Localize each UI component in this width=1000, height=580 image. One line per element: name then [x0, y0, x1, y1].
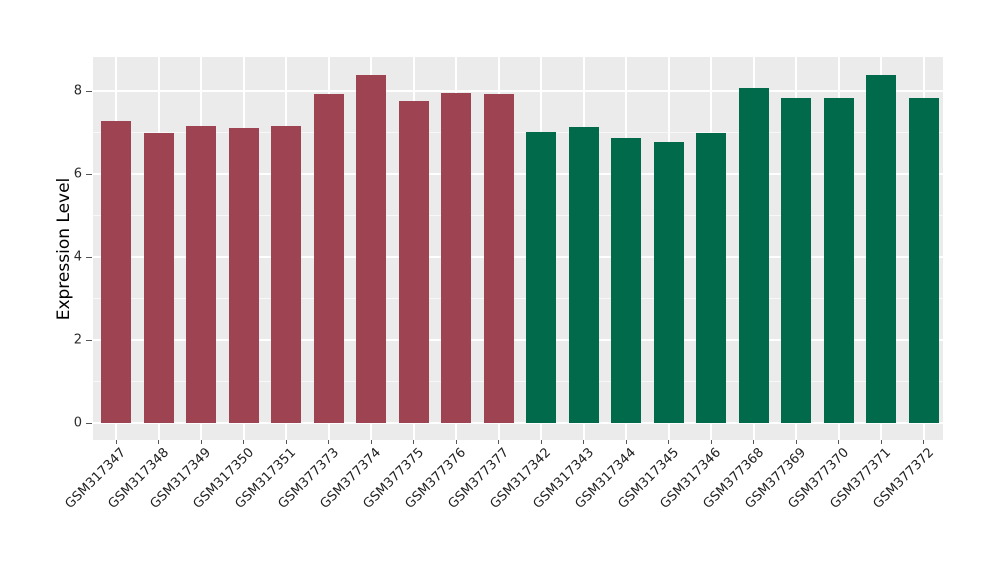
bar-GSM317342: [526, 131, 557, 423]
bar-GSM377370: [823, 98, 854, 423]
gridline-minor: [93, 380, 943, 382]
y-tick-mark: [86, 90, 92, 92]
gridline-minor: [93, 214, 943, 216]
x-tick-mark: [413, 440, 415, 444]
x-tick-mark: [498, 440, 500, 444]
bar-GSM317346: [696, 132, 727, 423]
y-tick-mark: [86, 256, 92, 258]
gridline-major: [93, 255, 943, 258]
bar-GSM377373: [313, 93, 344, 423]
x-tick-mark: [285, 440, 287, 444]
x-tick-mark: [583, 440, 585, 444]
x-tick-mark: [668, 440, 670, 444]
bar-GSM377377: [483, 93, 514, 423]
x-tick-mark: [838, 440, 840, 444]
x-tick-mark: [370, 440, 372, 444]
x-tick-mark: [923, 440, 925, 444]
y-tick-mark: [86, 173, 92, 175]
bar-GSM317344: [611, 138, 642, 423]
y-tick-mark: [86, 422, 92, 424]
x-tick-mark: [540, 440, 542, 444]
bar-GSM377371: [866, 75, 897, 423]
bar-GSM377369: [781, 98, 812, 423]
gridline-minor: [93, 297, 943, 299]
x-tick-mark: [795, 440, 797, 444]
bar-GSM377368: [738, 88, 769, 423]
bar-GSM377372: [908, 98, 939, 423]
y-axis-title: Expression Level: [54, 177, 74, 321]
y-tick-label: 4: [73, 249, 82, 265]
bar-GSM317345: [653, 142, 684, 423]
y-tick-label: 8: [73, 83, 82, 99]
bar-GSM317347: [101, 120, 132, 423]
gridline-major: [93, 421, 943, 424]
gridline-major: [93, 172, 943, 175]
bar-GSM377375: [398, 100, 429, 423]
bar-GSM317343: [568, 127, 599, 423]
gridline-major: [93, 338, 943, 341]
bar-GSM317350: [228, 127, 259, 423]
y-tick-label: 6: [73, 166, 82, 182]
bar-GSM317348: [143, 133, 174, 423]
gridline-minor: [93, 131, 943, 133]
y-tick-mark: [86, 339, 92, 341]
x-tick-mark: [753, 440, 755, 444]
gridline-major: [93, 89, 943, 92]
x-tick-mark: [115, 440, 117, 444]
x-tick-mark: [200, 440, 202, 444]
x-tick-mark: [455, 440, 457, 444]
x-tick-mark: [243, 440, 245, 444]
x-tick-mark: [880, 440, 882, 444]
x-tick-mark: [710, 440, 712, 444]
x-tick-mark: [158, 440, 160, 444]
bar-GSM317349: [186, 125, 217, 423]
bar-GSM377376: [441, 93, 472, 423]
x-tick-mark: [328, 440, 330, 444]
x-tick-mark: [625, 440, 627, 444]
y-tick-label: 2: [73, 332, 82, 348]
plot-panel: [93, 57, 943, 440]
y-tick-label: 0: [73, 415, 82, 431]
bar-GSM377374: [356, 75, 387, 423]
bar-GSM317351: [271, 125, 302, 423]
